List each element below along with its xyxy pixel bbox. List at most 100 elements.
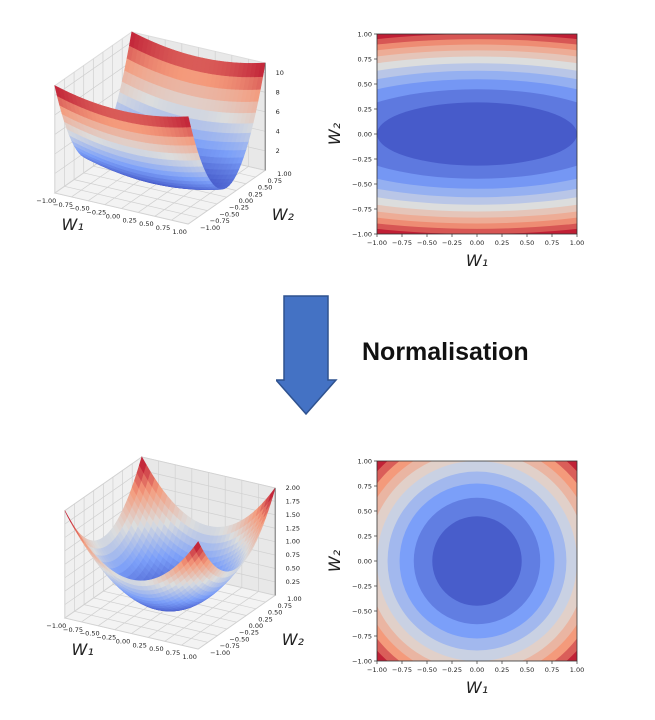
x-tick-label: 0.75 [545,666,559,674]
y-tick-label: 1.00 [358,458,372,466]
grid-line [187,170,266,225]
x-tick-label: 0.50 [520,666,534,674]
contour-band [432,516,522,606]
y-tick-label: 0.25 [358,106,372,114]
x-tick-label: −0.75 [392,239,412,247]
x-tick-label: −0.50 [80,630,100,638]
y-axis-label: W₂ [325,549,344,572]
x-tick-label: 0.50 [139,220,153,228]
grid-line [64,456,143,511]
y-tick-label: −0.50 [219,210,239,218]
x-tick-label: 0.50 [149,645,163,653]
surface-plot-before: −1.00−0.75−0.50−0.25 0.00 0.25 0.50 0.75 1.00… [36,31,295,236]
z-tick-label: 2 [276,147,280,155]
y-tick-label: −0.50 [352,181,372,189]
grid-line [164,587,243,642]
x-tick-label: 1.00 [570,666,584,674]
x-tick-label: −1.00 [36,197,56,205]
x-tick-label: 0.00 [106,212,120,220]
x-tick-label: −0.75 [53,201,73,209]
grid-line [54,41,133,96]
x-tick-label: −0.25 [96,634,116,642]
surface-patch [193,541,201,553]
y-tick-label: −1.00 [210,649,230,657]
surface-patch [183,116,191,128]
y-tick-label: 0.25 [258,615,272,623]
x-tick-label: −0.50 [70,205,90,213]
z-tick-label: 1.25 [286,524,300,532]
x-tick-label: −0.25 [86,209,106,217]
x-tick-label: 0.25 [495,666,509,674]
x-tick-label: 0.75 [545,239,559,247]
grid-line [181,591,259,646]
y-tick-label: 0.75 [358,56,372,64]
contour-plot-before: −1.00 −0.75 −0.50 −0.25 0.00 0.25 0.50 0.75 1.00… [325,31,584,271]
x-tick-label: −0.25 [442,666,462,674]
y-tick-label: 0.75 [358,483,372,491]
grid-line [64,470,143,525]
y-axis-label: W₂ [282,630,305,649]
y-tick-label: 0.25 [248,190,262,198]
x-tick-label: 0.75 [156,224,170,232]
y-tick-label: −1.00 [352,658,372,666]
y-tick-label: 0.75 [268,177,282,185]
x-tick-label: −0.75 [63,626,83,634]
grid-line [141,470,276,502]
x-tick-label: 0.25 [495,239,509,247]
x-axis-label: W₁ [466,251,488,270]
z-tick-label: 4 [276,127,280,135]
y-tick-label: 0.50 [358,81,372,89]
y-tick-label: 0.50 [268,609,282,617]
y-tick-label: −1.00 [352,231,372,239]
y-tick-label: 1.00 [277,170,291,178]
x-tick-label: −0.75 [392,666,412,674]
contour-plot-after: −1.00 −0.75 −0.50 −0.25 0.00 0.25 0.50 0.75 1.00… [325,458,584,698]
x-tick-label: 1.00 [182,653,196,661]
y-tick-label: 1.00 [287,595,301,603]
x-tick-label: −1.00 [367,666,387,674]
x-tick-label: −0.50 [417,666,437,674]
contour-band [377,102,577,166]
z-tick-label: 1.00 [286,538,300,546]
x-tick-label: −1.00 [367,239,387,247]
x-tick-label: 0.25 [132,641,146,649]
y-tick-label: 0.50 [358,508,372,516]
y-tick-label: −0.50 [352,608,372,616]
y-tick-label: 0.50 [258,184,272,192]
grid-line [141,483,276,516]
surface-patch [139,456,147,474]
x-tick-label: 0.50 [520,239,534,247]
y-tick-label: −0.75 [352,206,372,214]
x-tick-label: −0.25 [442,239,462,247]
down-arrow-icon [276,295,338,416]
z-tick-label: 2.00 [286,484,300,492]
z-tick-label: 8 [276,88,280,96]
x-tick-label: −1.00 [46,622,66,630]
y-tick-label: 0.75 [278,602,292,610]
x-axis-label: W₁ [466,678,488,697]
y-axis-label: W₂ [325,122,344,145]
z-tick-label: 0.50 [286,565,300,573]
x-tick-label: 0.75 [166,649,180,657]
contour-fills [377,34,577,234]
surface-plot-after: −1.00−0.75−0.50−0.25 0.00 0.25 0.50 0.75 1.00… [46,456,305,661]
y-tick-label: 1.00 [358,31,372,39]
x-tick-label: 0.00 [470,239,484,247]
y-tick-label: −0.25 [352,583,372,591]
y-tick-label: −0.75 [352,633,372,641]
x-tick-label: 0.25 [122,216,136,224]
contour-fills [377,461,577,661]
y-tick-label: −0.25 [239,629,259,637]
y-tick-label: 0.00 [239,197,253,205]
z-tick-label: 0.75 [286,551,300,559]
x-tick-label: −0.50 [417,239,437,247]
y-tick-label: −0.75 [220,642,240,650]
y-tick-label: −0.25 [229,204,249,212]
surface-patch [64,510,72,524]
z-tick-label: 0.25 [286,578,300,586]
grid-line [197,595,276,650]
normalisation-caption: Normalisation [362,338,529,366]
y-tick-label: 0.25 [358,533,372,541]
y-tick-label: −1.00 [200,224,220,232]
y-tick-label: 0.00 [358,131,372,139]
